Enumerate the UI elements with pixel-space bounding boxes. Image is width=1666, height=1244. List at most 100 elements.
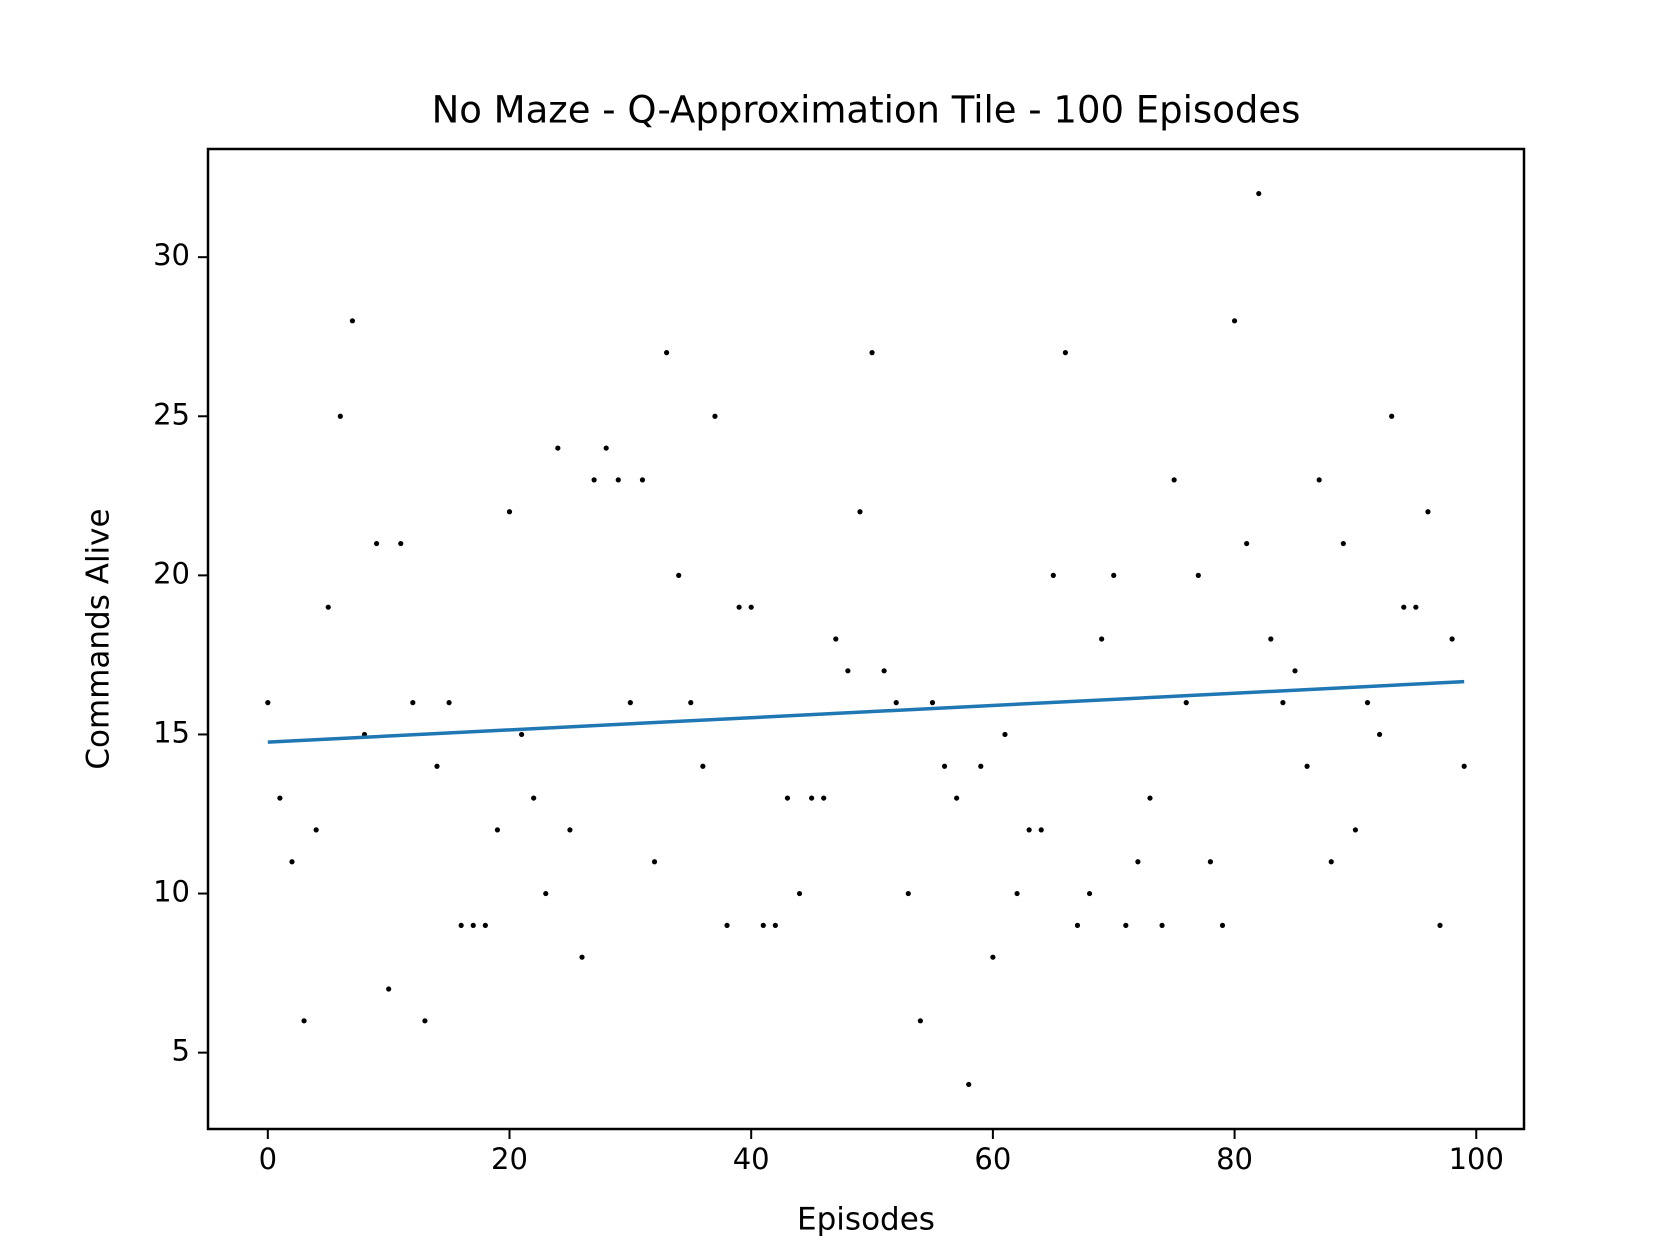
point: [639, 477, 646, 483]
point: [1159, 922, 1165, 928]
point: [1268, 636, 1274, 642]
y-tick-label: 10: [153, 875, 190, 909]
point: [1340, 540, 1346, 547]
point: [1195, 572, 1201, 578]
point: [627, 700, 633, 706]
point: [1401, 604, 1407, 610]
y-tick-label: 20: [153, 556, 190, 590]
point: [1099, 636, 1105, 642]
point: [1014, 890, 1020, 897]
point: [1437, 922, 1443, 928]
point: [869, 350, 875, 356]
point: [1123, 922, 1129, 928]
point: [1026, 827, 1032, 833]
point: [1050, 572, 1056, 578]
point: [1364, 700, 1371, 706]
point: [1352, 827, 1359, 833]
point: [772, 922, 778, 928]
point: [1280, 700, 1286, 706]
point: [1244, 540, 1250, 547]
plot-frame: [206, 147, 1526, 1131]
point: [277, 795, 283, 801]
point: [1292, 668, 1298, 674]
y-axis-label: Commands Alive: [81, 508, 117, 769]
point: [325, 604, 331, 610]
point: [1328, 859, 1334, 865]
point: [1086, 890, 1093, 897]
point: [386, 986, 392, 992]
point: [1074, 922, 1081, 928]
point: [917, 1018, 923, 1024]
point: [579, 954, 585, 960]
point: [313, 827, 319, 833]
point: [494, 827, 501, 833]
point: [966, 1081, 972, 1088]
point: [1038, 827, 1044, 833]
point: [676, 572, 682, 578]
point: [809, 795, 815, 801]
y-tick-label: 30: [153, 238, 190, 272]
point: [1389, 413, 1395, 419]
point: [1256, 190, 1262, 197]
point: [1425, 509, 1431, 515]
point: [265, 700, 271, 706]
point: [1316, 477, 1322, 483]
point: [506, 509, 513, 515]
point: [373, 540, 380, 547]
point: [845, 668, 851, 674]
point: [724, 922, 730, 928]
point: [1062, 350, 1068, 356]
point: [531, 795, 537, 801]
x-axis-label: Episodes: [797, 1202, 935, 1238]
point: [398, 540, 404, 547]
point: [1002, 731, 1008, 738]
point: [700, 763, 706, 769]
point: [857, 509, 863, 515]
y-tick-label: 15: [153, 715, 190, 749]
point: [555, 445, 561, 451]
point: [349, 318, 356, 324]
point: [712, 413, 718, 419]
point: [881, 668, 887, 674]
point: [1449, 636, 1455, 642]
point: [1183, 700, 1189, 706]
point: [821, 795, 827, 801]
point: [688, 700, 694, 706]
point: [1413, 604, 1419, 610]
y-tick-label: 5: [172, 1034, 190, 1068]
point: [905, 890, 911, 897]
point: [954, 795, 960, 801]
point: [337, 413, 343, 419]
point: [518, 731, 525, 738]
point: [1171, 477, 1177, 483]
point: [615, 477, 621, 483]
point: [1207, 859, 1214, 865]
point: [748, 604, 754, 610]
point: [446, 700, 452, 706]
x-tick-label: 20: [491, 1142, 528, 1176]
x-tick-label: 100: [1449, 1142, 1504, 1176]
point: [1231, 318, 1238, 324]
y-tick-label: 25: [153, 397, 190, 431]
point: [458, 922, 464, 928]
point: [1461, 763, 1467, 769]
point: [941, 763, 948, 769]
trend-line: [267, 679, 1465, 744]
point: [567, 827, 573, 833]
x-tick-label: 60: [974, 1142, 1011, 1176]
chart-title: No Maze - Q-Approximation Tile - 100 Epi…: [432, 89, 1301, 132]
point: [929, 700, 936, 706]
point: [1111, 572, 1117, 578]
point: [603, 445, 609, 451]
point: [422, 1018, 428, 1024]
point: [784, 795, 791, 801]
point: [760, 922, 766, 928]
point: [410, 700, 416, 706]
point: [1219, 922, 1226, 928]
point: [1147, 795, 1153, 801]
x-tick-label: 40: [733, 1142, 770, 1176]
x-tick-label: 80: [1216, 1142, 1253, 1176]
point: [893, 700, 899, 706]
point: [1376, 731, 1383, 738]
